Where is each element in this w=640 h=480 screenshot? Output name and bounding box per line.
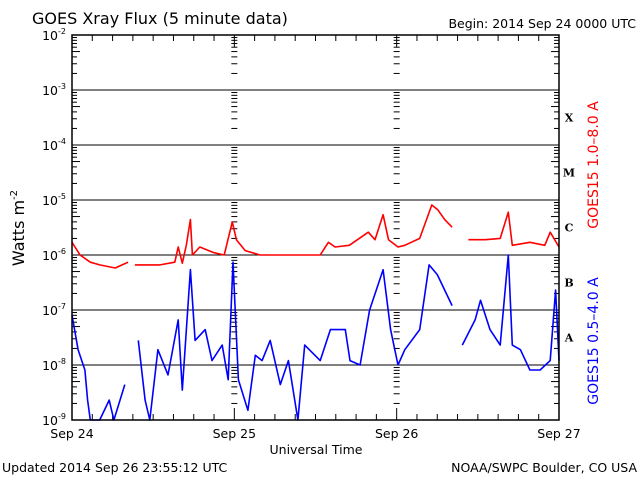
legend-short-channel: GOES15 0.5–4.0 A (586, 277, 602, 405)
legend-long-channel: GOES15 1.0–8.0 A (586, 101, 602, 229)
x-axis-label: Universal Time (270, 442, 363, 457)
y-tick-label: 10-4 (42, 137, 66, 153)
y-axis-label: Watts m-2 (9, 190, 28, 266)
updated-timestamp: Updated 2014 Sep 26 23:55:12 UTC (2, 460, 228, 475)
x-tick-label: Sep 25 (213, 426, 256, 441)
flare-class-b: B (564, 277, 573, 290)
flare-class-x: X (565, 112, 574, 125)
x-tick-labels: Sep 24 Sep 25 Sep 26 Sep 27 (50, 426, 580, 441)
y-tick-label: 10-5 (42, 192, 66, 208)
begin-label: Begin: 2014 Sep 24 0000 UTC (448, 16, 636, 31)
flare-class-c: C (565, 222, 574, 235)
grid-lines (72, 89, 559, 366)
y-tick-label: 10-8 (42, 357, 66, 373)
credit-text: NOAA/SWPC Boulder, CO USA (451, 460, 637, 475)
plot-frame (71, 34, 560, 421)
x-tick-label: Sep 27 (537, 426, 580, 441)
series-line-long-channel (71, 204, 560, 269)
axis-ticks (72, 35, 559, 420)
x-tick-label: Sep 26 (375, 426, 418, 441)
y-tick-label: 10-7 (42, 302, 66, 318)
series-line-short-channel (71, 254, 560, 421)
y-tick-labels: 10-2 10-3 10-4 10-5 10-6 10-7 10-8 10-9 (42, 27, 66, 428)
flare-class-labels: X M C B A (563, 112, 575, 345)
y-tick-label: 10-2 (42, 27, 66, 43)
flare-class-a: A (564, 332, 574, 345)
chart-title: GOES Xray Flux (5 minute data) (32, 9, 288, 28)
series-lines (71, 204, 560, 421)
y-tick-label: 10-9 (42, 412, 66, 428)
x-tick-label: Sep 24 (50, 426, 93, 441)
flare-class-m: M (563, 167, 575, 180)
y-tick-label: 10-3 (42, 82, 66, 98)
y-tick-label: 10-6 (42, 247, 66, 263)
